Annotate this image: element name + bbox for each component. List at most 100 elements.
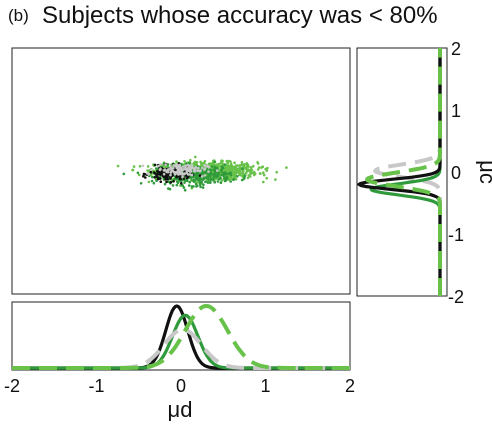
scatter-point-dark-green — [183, 181, 186, 184]
scatter-point-black — [153, 163, 157, 167]
scatter-point-light-green — [132, 165, 136, 168]
scatter-point-dark-green — [229, 180, 232, 183]
scatter-point-light-green — [146, 165, 150, 168]
scatter-point-light-green — [246, 176, 250, 180]
scatter-point-black — [149, 170, 153, 174]
scatter-point-dark-green — [188, 180, 191, 184]
scatter-point-light-green — [209, 162, 213, 166]
scatter-point-light-green — [193, 160, 197, 164]
scatter-point-light-green — [238, 164, 242, 167]
scatter-point-light-green — [234, 178, 238, 181]
scatter-point-light-green — [216, 163, 219, 166]
scatter-point-gray — [186, 167, 190, 170]
scatter-point-gray — [215, 169, 219, 172]
scatter-point-gray — [178, 168, 181, 171]
scatter-point-light-green — [226, 168, 229, 172]
scatter-point-gray — [169, 173, 172, 177]
scatter-point-dark-green — [152, 181, 156, 185]
y-tick-labels: 2 1 0 -1 -2 — [448, 39, 464, 307]
scatter-point-gray — [176, 165, 180, 168]
scatter-point-gray — [172, 166, 175, 170]
scatter-point-dark-green — [139, 182, 143, 185]
scatter-point-light-green — [249, 166, 253, 169]
scatter-point-dark-green — [183, 188, 187, 192]
marginal-x-panel: -2 -1 0 1 2 μd — [4, 301, 355, 422]
scatter-point-dark-green — [122, 172, 126, 176]
scatter-point-black — [153, 176, 156, 179]
scatter-point-light-green — [226, 165, 230, 169]
marginal-y-panel: 2 1 0 -1 -2 μc — [356, 39, 492, 307]
scatter-point-light-green — [183, 160, 186, 163]
scatter-point-gray — [157, 164, 160, 168]
scatter-point-light-green — [147, 180, 151, 184]
scatter-point-gray — [185, 170, 189, 173]
scatter-point-light-green — [256, 161, 259, 164]
scatter-point-dark-green — [203, 177, 206, 181]
joint-frame — [11, 47, 351, 295]
y-axis-label: μc — [475, 160, 492, 184]
x-tick-label: 0 — [176, 376, 186, 396]
scatter-point-light-green — [241, 171, 245, 174]
scatter-point-dark-green — [206, 181, 210, 184]
scatter-point-gray — [159, 167, 162, 171]
scatter-point-dark-green — [225, 175, 229, 179]
scatter-point-gray — [197, 166, 200, 170]
scatter-point-light-green — [243, 163, 246, 167]
scatter-point-light-green — [256, 168, 260, 171]
scatter-point-light-green — [261, 165, 265, 168]
scatter-point-dark-green — [155, 179, 158, 182]
scatter-point-black — [172, 180, 175, 183]
scatter-point-light-green — [247, 174, 250, 177]
scatter-point-dark-green — [229, 171, 232, 175]
scatter-point-gray — [181, 168, 184, 172]
scatter-point-black — [159, 180, 163, 183]
scatter-point-gray — [150, 168, 153, 172]
scatter-point-gray — [181, 175, 184, 179]
scatter-point-dark-green — [187, 184, 191, 187]
scatter-point-gray — [169, 171, 173, 174]
scatter-point-dark-green — [211, 173, 214, 176]
scatter-point-gray — [189, 173, 192, 176]
scatter-point-light-green — [231, 165, 234, 168]
scatter-point-dark-green — [167, 180, 170, 184]
scatter-point-gray — [192, 169, 196, 173]
marginal-x-curve-black — [11, 304, 351, 370]
scatter-point-dark-green — [168, 187, 172, 191]
scatter-point-dark-green — [240, 178, 244, 182]
scatter-point-gray — [178, 170, 182, 174]
scatter-point-gray — [177, 173, 180, 176]
scatter-point-light-green — [285, 166, 288, 169]
scatter-point-light-green — [244, 167, 248, 171]
scatter-point-dark-green — [241, 167, 244, 171]
scatter-point-light-green — [212, 162, 216, 166]
scatter-point-dark-green — [151, 175, 154, 179]
scatter-point-gray — [182, 165, 185, 168]
scatter-point-light-green — [262, 173, 266, 177]
scatter-point-dark-green — [171, 184, 175, 187]
scatter-point-light-green — [138, 165, 142, 168]
scatter-point-dark-green — [211, 165, 214, 168]
scatter-point-dark-green — [192, 180, 196, 184]
scatter-point-black — [180, 182, 183, 185]
scatter-point-gray — [200, 166, 204, 170]
scatter-point-light-green — [265, 176, 269, 180]
scatter-point-dark-green — [200, 171, 203, 175]
scatter-point-dark-green — [204, 180, 207, 184]
scatter-point-dark-green — [175, 183, 179, 187]
scatter-point-gray — [159, 163, 163, 166]
scatter-point-light-green — [232, 174, 236, 178]
scatter-point-dark-green — [229, 173, 233, 177]
scatter-point-light-green — [175, 160, 178, 163]
scatter-point-dark-green — [232, 178, 235, 182]
scatter-point-dark-green — [212, 178, 215, 182]
scatter-point-dark-green — [201, 186, 205, 189]
scatter-point-light-green — [259, 172, 262, 175]
scatter-point-gray — [172, 164, 175, 167]
scatter-point-light-green — [221, 159, 224, 163]
scatter-point-black — [159, 171, 163, 174]
scatter-point-dark-green — [236, 175, 239, 178]
scatter-point-light-green — [241, 174, 245, 177]
marginal-y-curve-light-green — [365, 47, 442, 297]
scatter-point-black — [165, 176, 169, 179]
x-tick-label: -1 — [88, 376, 104, 396]
